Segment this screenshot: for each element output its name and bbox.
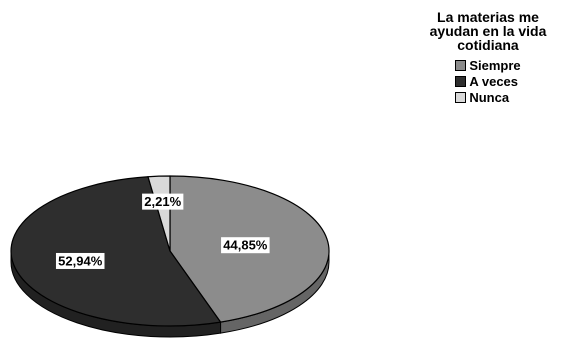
pie-label-text-a-veces: 52,94% (58, 253, 103, 268)
pie-labels: 44,85% 52,94% 2,21% (55, 193, 270, 269)
legend-item-siempre: Siempre (455, 57, 521, 73)
legend-item-a-veces: A veces (455, 73, 520, 89)
pie-label-box-a-veces (55, 252, 105, 269)
legend: La materias me ayudan en la vida cotidia… (413, 10, 563, 108)
legend-label-siempre: Siempre (469, 57, 521, 73)
legend-swatch-nunca (455, 91, 467, 103)
chart-title-line-2: ayudan en la vida (429, 23, 547, 39)
legend-item-nunca: Nunca (455, 89, 520, 105)
pie-label-box-siempre (221, 237, 270, 254)
legend-label-nunca: Nunca (469, 89, 510, 105)
pie-label-box-nunca (142, 193, 184, 210)
chart-title-line-3: cotidiana (457, 37, 519, 53)
legend-items: Siempre A veces Nunca (455, 57, 521, 105)
pie-label-nunca: 2,21% (142, 193, 184, 210)
legend-swatch-siempre (455, 59, 467, 71)
pie-label-a-veces: 52,94% (55, 252, 105, 269)
pie-label-siempre: 44,85% (221, 237, 270, 254)
legend-swatch-a-veces (455, 75, 467, 87)
pie-label-text-siempre: 44,85% (223, 238, 268, 253)
chart-title: La materias me ayudan en la vida cotidia… (413, 10, 563, 52)
legend-label-a-veces: A veces (469, 73, 519, 89)
chart-title-line-1: La materias me (437, 9, 539, 25)
pie-label-text-nunca: 2,21% (144, 194, 181, 209)
pie-slice-a-veces (10, 176, 222, 327)
